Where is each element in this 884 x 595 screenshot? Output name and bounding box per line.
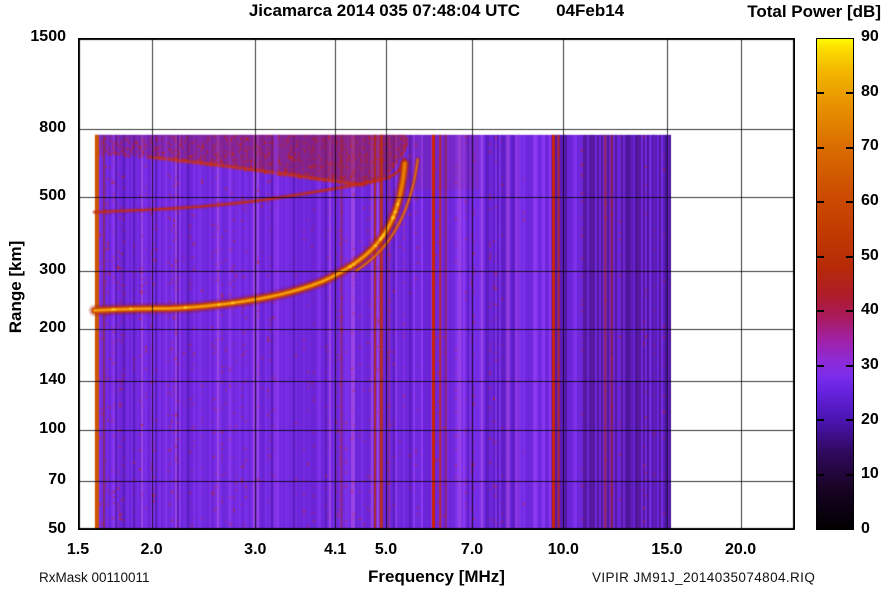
- y-tick-label: 50: [48, 520, 66, 537]
- x-tick-label: 15.0: [651, 541, 683, 558]
- colorbar-tick-mark: [817, 419, 824, 422]
- y-tick-label: 70: [48, 471, 66, 489]
- colorbar-tick-label: 0: [861, 520, 870, 537]
- colorbar-title: Total Power [dB]: [747, 2, 881, 21]
- x-tick-label: 1.5: [66, 541, 90, 558]
- colorbar-tick-mark: [846, 201, 853, 204]
- x-axis-label: Frequency [MHz]: [368, 567, 505, 586]
- colorbar-tick-mark: [817, 364, 824, 367]
- colorbar-tick-mark: [846, 310, 853, 313]
- x-tick-label: 7.0: [460, 541, 484, 558]
- x-tick-label: 10.0: [547, 541, 579, 558]
- colorbar-tick-label: 80: [861, 82, 879, 100]
- footer-filename: VIPIR JM91J_2014035074804.RIQ: [592, 570, 816, 585]
- y-tick-label: 500: [39, 186, 66, 204]
- y-tick-label: 1500: [30, 28, 66, 45]
- colorbar-tick-label: 20: [861, 410, 879, 428]
- colorbar-tick-mark: [846, 92, 853, 95]
- colorbar-tick-label: 60: [861, 192, 879, 209]
- colorbar-tick-mark: [846, 419, 853, 422]
- x-tick-label: 3.0: [244, 541, 267, 558]
- title-main: Jicamarca 2014 035 07:48:04 UTC: [248, 1, 521, 20]
- colorbar-tick-mark: [817, 92, 824, 95]
- colorbar-tick-mark: [846, 146, 853, 149]
- colorbar-gradient: [816, 38, 854, 530]
- colorbar-tick-mark: [817, 255, 824, 258]
- colorbar-tick-label: 40: [861, 301, 879, 319]
- y-tick-label: 800: [39, 118, 66, 136]
- colorbar-tick-mark: [817, 201, 824, 204]
- colorbar-tick-mark: [817, 473, 824, 476]
- footer-rxmask: RxMask 00110011: [39, 570, 150, 585]
- colorbar-tick-label: 90: [861, 28, 879, 45]
- y-tick-label: 300: [39, 260, 66, 278]
- title-date: 04Feb14: [556, 1, 625, 20]
- y-tick-label: 200: [39, 319, 66, 337]
- plot-title: Jicamarca 2014 035 07:48:04 UTC 04Feb14: [78, 1, 795, 21]
- colorbar-tick-mark: [846, 473, 853, 476]
- colorbar-tick-mark: [846, 255, 853, 258]
- colorbar-tick-mark: [846, 364, 853, 367]
- y-tick-label: 100: [39, 419, 66, 437]
- y-tick-label: 140: [39, 371, 66, 389]
- colorbar-tick-label: 50: [861, 246, 879, 264]
- ionogram-heatmap-canvas: [78, 38, 795, 530]
- x-tick-label: 4.1: [324, 541, 347, 558]
- colorbar-tick-mark: [817, 310, 824, 313]
- colorbar-tick-label: 10: [861, 465, 879, 483]
- x-tick-label: 2.0: [140, 541, 163, 558]
- x-tick-label: 20.0: [725, 541, 757, 558]
- x-tick-label: 5.0: [374, 541, 398, 558]
- colorbar-tick-mark: [817, 146, 824, 149]
- colorbar-tick-label: 70: [861, 137, 879, 155]
- colorbar-tick-label: 30: [861, 356, 879, 373]
